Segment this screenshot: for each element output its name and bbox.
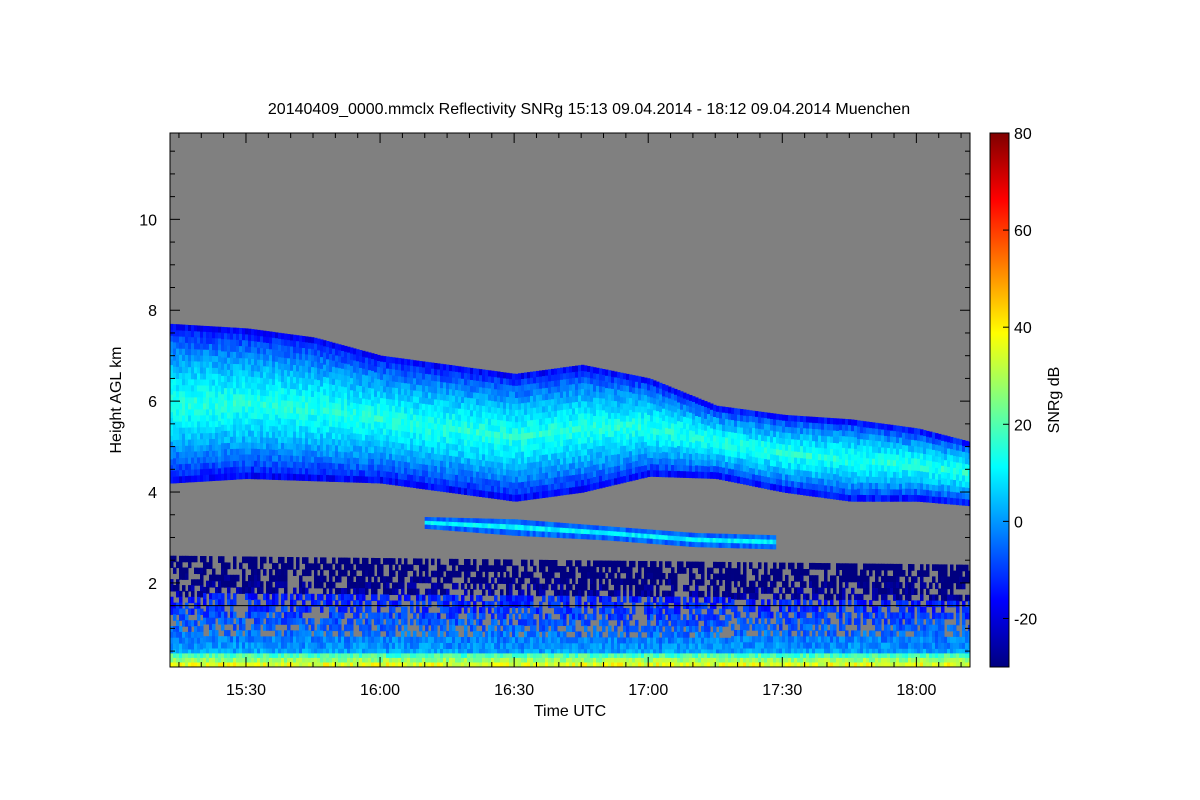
x-tick-label: 17:30: [762, 682, 802, 699]
plot-area: [169, 132, 971, 668]
x-tick-label: 17:00: [628, 682, 668, 699]
colorbar-tick-label: 80: [1014, 126, 1032, 143]
y-tick-label: 6: [148, 394, 157, 411]
colorbar-tick-label: 0: [1014, 514, 1023, 531]
plot-frame: [169, 132, 971, 668]
colorbar-frame: [989, 132, 1010, 668]
chart-title: 20140409_0000.mmclx Reflectivity SNRg 15…: [268, 101, 910, 118]
x-axis-label: Time UTC: [534, 703, 606, 720]
echo-feature-4: [170, 653, 970, 667]
colorbar-gradient: [990, 133, 1009, 667]
colorbar-tick-label: -20: [1014, 611, 1037, 628]
y-axis-label: Height AGL km: [108, 346, 125, 453]
colorbar-label: SNRg dB: [1046, 367, 1063, 434]
x-tick-label: 15:30: [226, 682, 266, 699]
echo-feature-2: [424, 517, 777, 550]
echo-layer: [170, 323, 970, 667]
x-axis: 15:30 16:00 16:30 17:00 17:30 18:00: [178, 133, 962, 699]
y-tick-label: 2: [148, 576, 157, 593]
x-tick-label: 18:00: [896, 682, 936, 699]
y-tick-label: 4: [148, 485, 157, 502]
y-axis: 2 4 6 8 10: [139, 150, 970, 652]
colorbar-tick-label: 60: [1014, 223, 1032, 240]
y-tick-label: 10: [139, 212, 157, 229]
x-tick-label: 16:00: [360, 682, 400, 699]
colorbar-tick-label: 20: [1014, 417, 1032, 434]
colorbar: -20 0 20 40 60 80 SNRg dB: [989, 126, 1063, 668]
x-tick-label: 16:30: [494, 682, 534, 699]
colorbar-tick-label: 40: [1014, 320, 1032, 337]
echo-feature-1: [170, 323, 970, 507]
y-tick-label: 8: [148, 303, 157, 320]
colorbar-ticks: -20 0 20 40 60 80: [1003, 126, 1037, 628]
